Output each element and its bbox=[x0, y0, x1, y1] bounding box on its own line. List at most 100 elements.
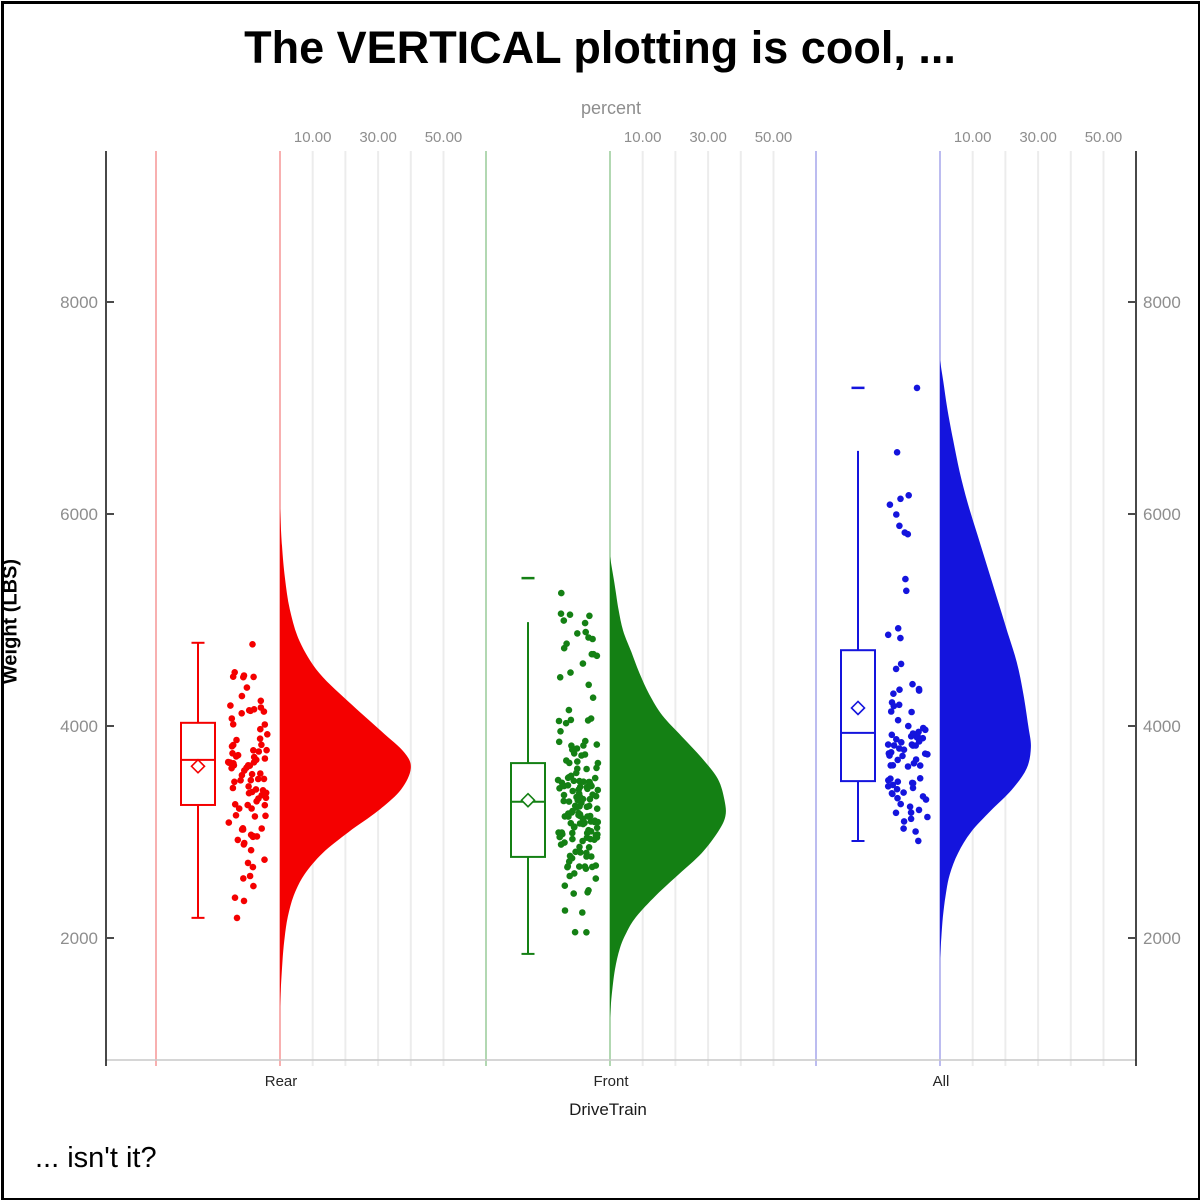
jitter-point bbox=[570, 890, 577, 897]
jitter-point bbox=[900, 825, 907, 832]
jitter-point bbox=[889, 781, 897, 789]
jitter-point bbox=[570, 777, 578, 785]
jitter-point bbox=[884, 631, 892, 639]
left-axis-tick-label: 6000 bbox=[60, 505, 98, 524]
category-label-front: Front bbox=[593, 1073, 629, 1090]
category-label-all: All bbox=[933, 1073, 950, 1090]
jitter-point bbox=[237, 777, 244, 784]
top-axis-tick-label: 30.00 bbox=[359, 129, 397, 146]
jitter-point bbox=[247, 776, 255, 784]
jitter-point bbox=[239, 825, 247, 832]
chart-title: The VERTICAL plotting is cool, ... bbox=[244, 22, 956, 73]
jitter-point bbox=[557, 610, 565, 617]
jitter-point bbox=[893, 511, 900, 518]
jitter-point bbox=[571, 928, 579, 936]
jitter-point bbox=[233, 736, 240, 744]
jitter-point bbox=[234, 751, 242, 759]
jitter-point bbox=[894, 778, 902, 785]
jitter-point bbox=[253, 798, 260, 805]
jitter-point bbox=[916, 762, 924, 769]
jitter-point bbox=[887, 762, 894, 769]
jitter-point bbox=[894, 716, 902, 724]
top-axis-tick-label: 50.00 bbox=[425, 129, 463, 146]
jitter-point bbox=[565, 798, 573, 805]
top-axis-tick-label: 10.00 bbox=[954, 129, 992, 146]
jitter-point bbox=[894, 756, 901, 764]
jitter-point bbox=[586, 795, 594, 803]
jitter-point bbox=[589, 694, 597, 701]
mean-diamond bbox=[520, 792, 536, 808]
jitter-point bbox=[585, 681, 592, 689]
jitter-point bbox=[587, 781, 594, 788]
right-axis-tick-label: 2000 bbox=[1143, 929, 1181, 948]
top-axis-tick-label: 10.00 bbox=[624, 129, 662, 146]
jitter-point bbox=[908, 708, 915, 716]
jitter-point bbox=[256, 735, 264, 742]
jitter-point bbox=[902, 575, 909, 583]
jitter-point bbox=[886, 501, 894, 509]
left-axis-tick-label: 2000 bbox=[60, 929, 98, 948]
jitter-point bbox=[240, 672, 248, 679]
jitter-point bbox=[591, 774, 599, 782]
jitter-point bbox=[248, 788, 256, 796]
jitter-point bbox=[913, 384, 921, 392]
jitter-point bbox=[231, 778, 238, 786]
jitter-point bbox=[261, 721, 269, 728]
jitter-point bbox=[578, 752, 585, 759]
jitter-point bbox=[247, 707, 254, 715]
jitter-point bbox=[585, 826, 592, 834]
jitter-point bbox=[262, 794, 270, 802]
jitter-point bbox=[570, 750, 578, 757]
jitter-point bbox=[244, 801, 251, 809]
jitter-point bbox=[561, 907, 569, 914]
jitter-point bbox=[890, 690, 897, 697]
jitter-point bbox=[593, 824, 601, 832]
jitter-point bbox=[922, 796, 930, 803]
jitter-point bbox=[566, 611, 574, 618]
jitter-point bbox=[567, 669, 574, 676]
jitter-point bbox=[564, 863, 571, 871]
jitter-point bbox=[233, 914, 241, 922]
jitter-point bbox=[907, 809, 915, 816]
jitter-point bbox=[901, 529, 909, 536]
jitter-point bbox=[924, 751, 931, 758]
jitter-point bbox=[576, 843, 583, 851]
jitter-point bbox=[231, 894, 239, 901]
top-axis-tick-label: 10.00 bbox=[294, 129, 332, 146]
jitter-point bbox=[912, 828, 919, 835]
left-axis-tick-label: 8000 bbox=[60, 293, 98, 312]
jitter-point bbox=[899, 752, 906, 760]
jitter-point bbox=[244, 762, 252, 769]
jitter-point bbox=[593, 741, 601, 748]
jitter-point bbox=[886, 752, 893, 759]
jitter-point bbox=[587, 715, 595, 722]
jitter-point bbox=[587, 835, 594, 843]
jitter-point bbox=[573, 745, 581, 752]
jitter-point bbox=[231, 801, 239, 808]
jitter-point bbox=[915, 685, 923, 693]
top-axis-title: percent bbox=[580, 98, 642, 118]
jitter-point bbox=[896, 686, 903, 693]
jitter-point bbox=[909, 779, 917, 787]
top-axis-tick-label: 30.00 bbox=[1019, 129, 1057, 146]
jitter-point bbox=[909, 680, 916, 688]
jitter-point bbox=[897, 634, 904, 642]
jitter-point bbox=[249, 863, 257, 871]
jitter-point bbox=[248, 770, 256, 778]
jitter-point bbox=[890, 742, 898, 749]
jitter-point bbox=[264, 731, 271, 738]
left-axis-tick-label: 4000 bbox=[60, 717, 98, 736]
jitter-point bbox=[593, 805, 601, 812]
jitter-point bbox=[583, 929, 590, 936]
jitter-point bbox=[573, 769, 580, 777]
jitter-point bbox=[916, 775, 924, 782]
jitter-point bbox=[238, 771, 246, 779]
right-axis-tick-label: 6000 bbox=[1143, 505, 1181, 524]
jitter-point bbox=[893, 785, 901, 793]
jitter-point bbox=[229, 721, 237, 728]
jitter-point bbox=[907, 815, 915, 823]
jitter-point bbox=[893, 736, 900, 743]
jitter-point bbox=[568, 809, 576, 816]
jitter-point bbox=[577, 849, 584, 856]
jitter-point bbox=[555, 738, 563, 746]
